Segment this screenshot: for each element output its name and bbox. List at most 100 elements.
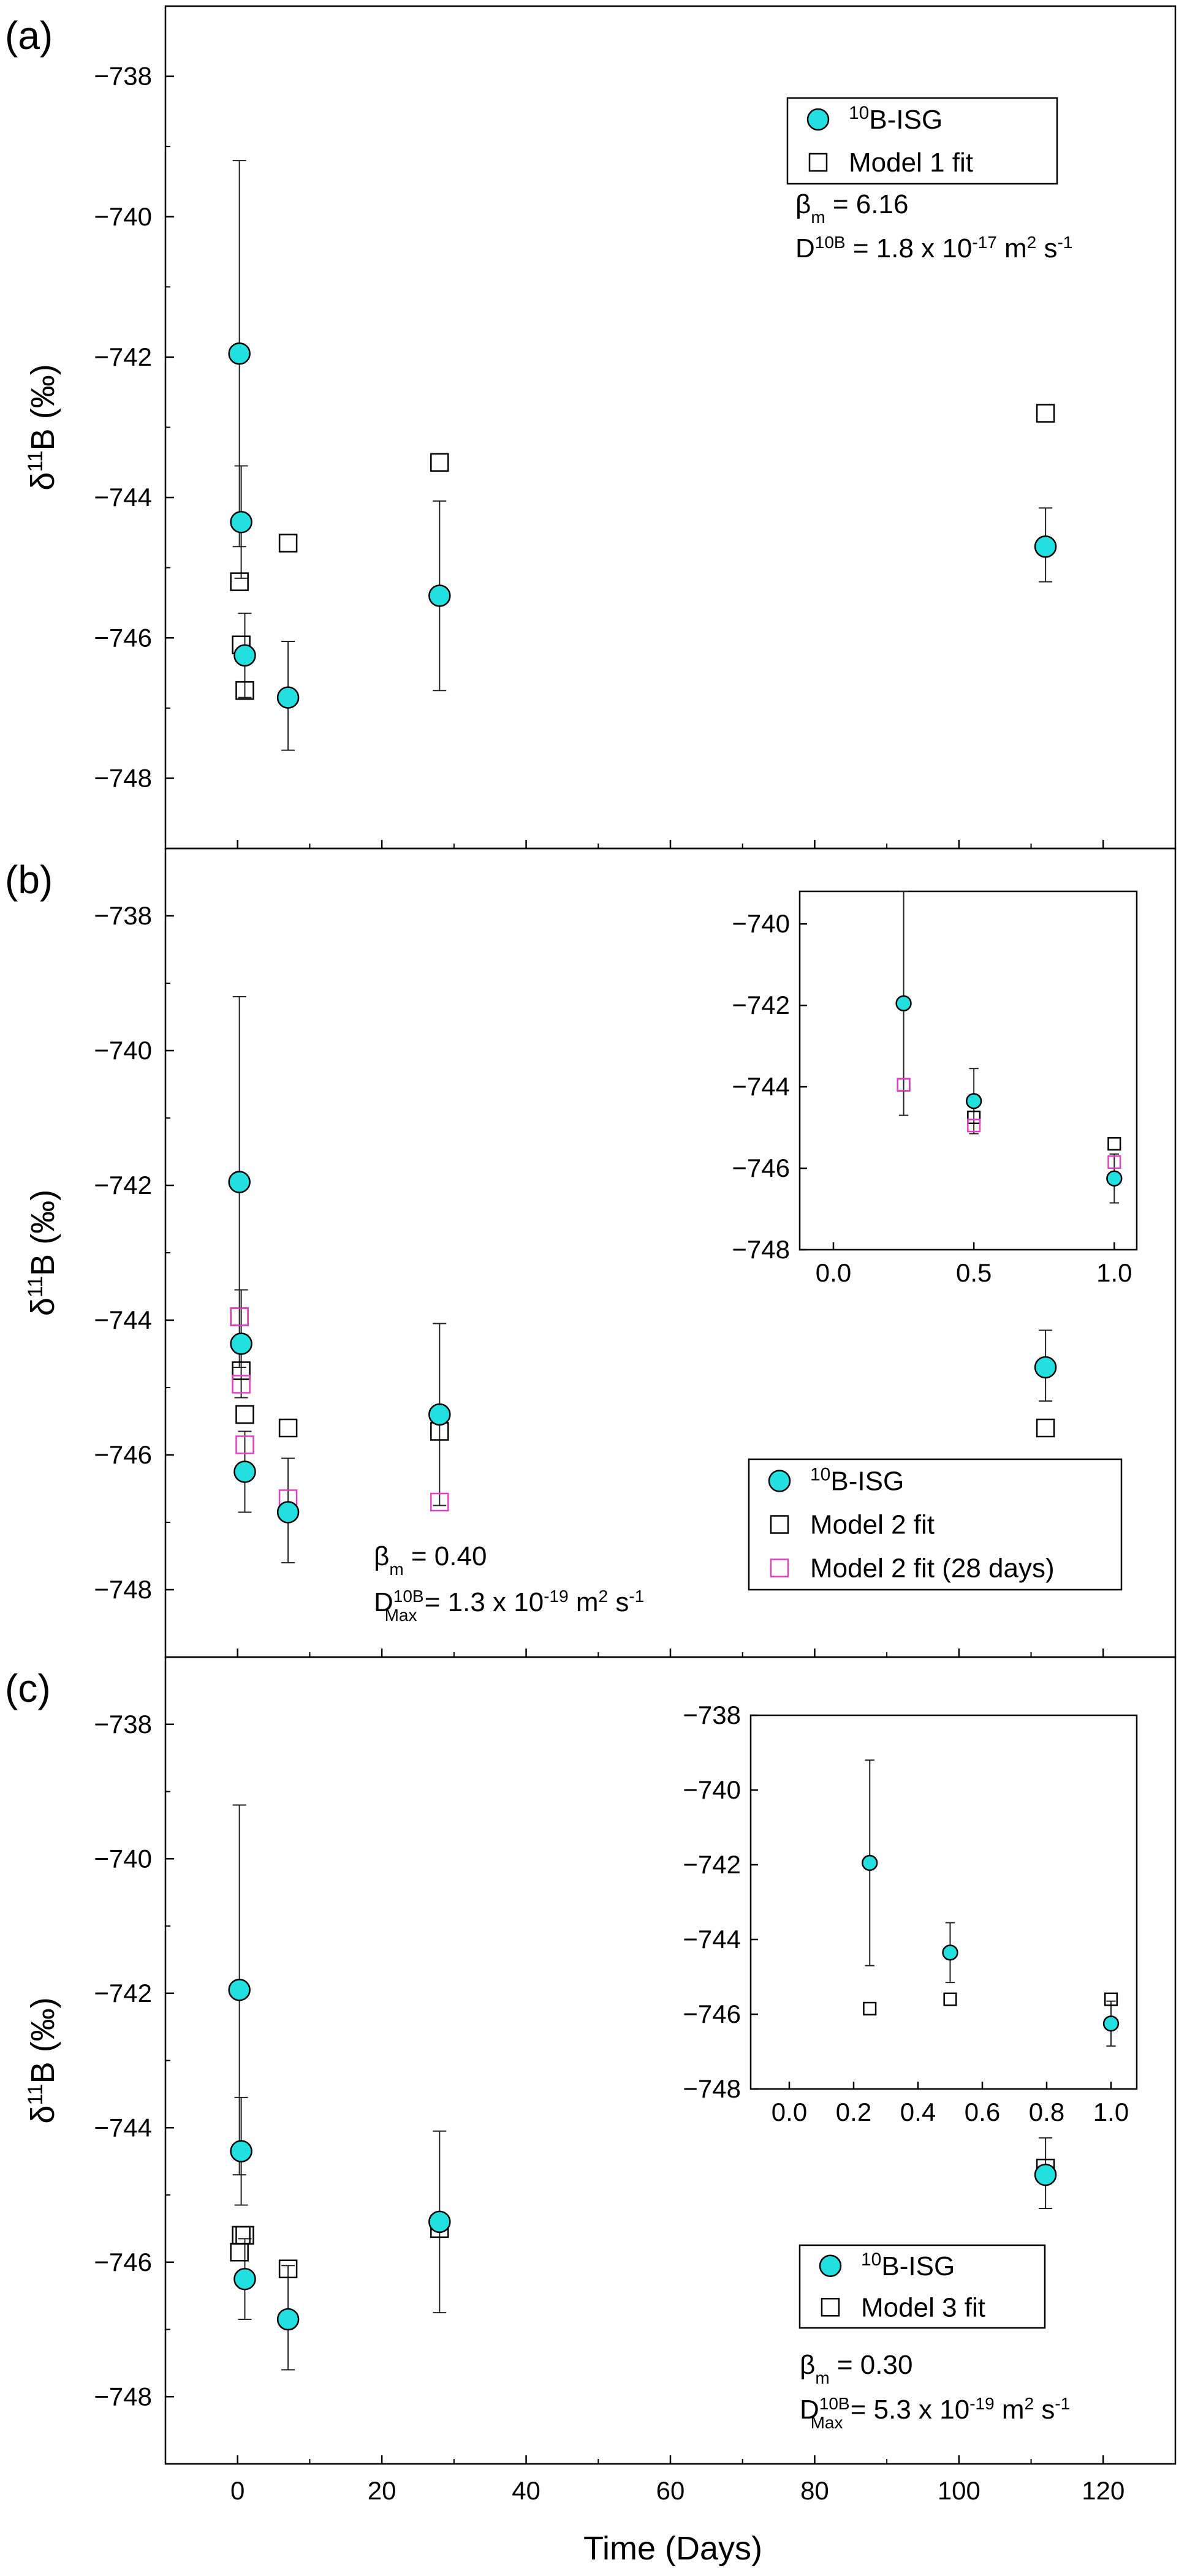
x-tick-label: 0 [230, 2476, 245, 2505]
panel-a: (a) −738 −740 −742 −744 −746 −748 δ11B (‰) 10B-I… [5, 5, 1177, 850]
data-point-isg [233, 2267, 256, 2291]
inset-x-tick-label: 0.8 [1029, 2098, 1064, 2126]
data-point-isg [1102, 2015, 1120, 2032]
ann-rest: = 5.3 x 10 [843, 2395, 970, 2425]
data-point-model [967, 1119, 981, 1133]
inset-y-tick-label: −746 [732, 1154, 790, 1182]
data-point-isg [230, 1332, 252, 1355]
y-axis-label: δ11B (‰) [24, 364, 61, 490]
data-point-model [235, 1435, 254, 1454]
inset-y-tick-label: −742 [732, 991, 790, 1019]
y-label-rest: B (‰) [25, 1997, 61, 2083]
data-point-isg [276, 2308, 300, 2331]
y-tick-label: −748 [94, 1575, 152, 1604]
inset-x-tick-label: 0.2 [836, 2098, 871, 2126]
legend: 10B-ISG Model 1 fit [786, 97, 1058, 185]
data-point-model [230, 572, 249, 591]
data-point-model [235, 2226, 254, 2245]
legend-entry: 10B-ISG [849, 103, 942, 135]
data-point-isg [428, 584, 451, 607]
y-label-rest: B (‰) [25, 364, 61, 450]
data-point-isg [428, 1403, 451, 1426]
ann-rest3: s [608, 1587, 629, 1617]
legend-marker-square [808, 153, 828, 172]
ann-base: β [800, 2350, 815, 2380]
inset-y-tick-label: −740 [732, 909, 790, 938]
panel-label: (b) [5, 858, 53, 902]
ann-exp: -19 [969, 2394, 994, 2413]
data-point-isg [1106, 1170, 1123, 1187]
data-point-isg [228, 1171, 251, 1193]
inset-x-tick-label: 0.0 [816, 1258, 851, 1287]
inset-x-tick-label: 1.0 [1093, 2098, 1129, 2126]
legend-rest: B-ISG [881, 2251, 955, 2281]
y-label-sup: 11 [24, 2083, 47, 2105]
ann-sub: m [389, 1560, 403, 1579]
y-tick-label: −748 [94, 2382, 152, 2411]
annotation: βm = 6.16 [795, 189, 908, 227]
ann-exp2: 2 [599, 1587, 609, 1606]
legend-marker-square [770, 1558, 789, 1577]
ann-rest: = 0.40 [404, 1541, 487, 1571]
inset-y-tick-label: −738 [683, 1701, 741, 1729]
data-point-isg [276, 686, 300, 709]
legend-frame [798, 2244, 1046, 2329]
ann-base: β [374, 1541, 389, 1571]
legend-marker-circle [768, 1470, 791, 1492]
inset-frame [749, 1714, 1138, 2090]
annotation: D10B Max = 5.3 x 10-19 m2 s-1 [800, 2394, 1070, 2432]
data-point-isg [862, 1854, 878, 1872]
annotation: βm = 0.30 [800, 2350, 912, 2387]
data-point-model [1104, 1992, 1118, 2006]
data-point-isg [276, 1501, 300, 1524]
legend-entry: 10B-ISG [810, 1464, 904, 1497]
legend-marker-square [770, 1515, 789, 1534]
inset-frame [798, 890, 1138, 1251]
data-point-isg [895, 995, 912, 1011]
y-tick-label: −746 [94, 2248, 152, 2276]
ann-rest3: s [1036, 233, 1057, 263]
ann-rest: = 1.8 x 10 [846, 233, 973, 263]
ann-sub: m [811, 208, 825, 227]
ann-rest2: m [995, 2395, 1025, 2425]
ann-base: D [800, 2395, 819, 2425]
legend-entry: Model 3 fit [861, 2292, 985, 2322]
inset-y-tick-label: −742 [683, 1850, 741, 1879]
legend-marker-circle [806, 108, 830, 131]
legend-sup: 10 [849, 103, 869, 123]
ann-exp3: -1 [1055, 2394, 1070, 2413]
y-label-delta: δ [25, 2106, 61, 2124]
data-point-model [278, 534, 298, 553]
annotation: D10B = 1.8 x 10-17 m2 s-1 [795, 233, 1072, 264]
legend-frame [786, 97, 1058, 185]
y-tick-label: −748 [94, 763, 152, 792]
legend-entry: Model 2 fit (28 days) [810, 1554, 1055, 1584]
inset-y-tick-label: −740 [683, 1775, 741, 1804]
data-point-model [232, 1361, 251, 1380]
x-tick-label: 40 [512, 2476, 540, 2505]
legend-rest: B-ISG [830, 1467, 904, 1497]
y-tick-label: −742 [94, 342, 152, 371]
data-point-isg [233, 1460, 256, 1483]
ann-sub: Max [385, 1606, 417, 1625]
inset-x-tick-label: 0.0 [772, 2098, 807, 2126]
data-point-model [1036, 1418, 1055, 1438]
y-axis-label: δ11B (‰) [24, 1997, 61, 2123]
data-point-isg [942, 1944, 958, 1961]
ann-sup: 10B [815, 233, 846, 252]
ann-rest2: m [569, 1587, 599, 1617]
data-point-model [278, 1418, 298, 1438]
ann-exp: -19 [544, 1587, 568, 1606]
ann-exp: -17 [972, 233, 996, 252]
data-point-model [235, 1405, 254, 1424]
data-point-isg [228, 1979, 251, 2001]
data-point-model [430, 453, 449, 472]
data-point-model [863, 2001, 877, 2015]
y-axis-label: δ11B (‰) [24, 1190, 61, 1316]
ann-sup: 10B [819, 2394, 850, 2413]
ann-base: β [795, 189, 811, 219]
legend: 10B-ISG Model 3 fit [798, 2244, 1046, 2329]
x-tick-label: 20 [368, 2476, 396, 2505]
